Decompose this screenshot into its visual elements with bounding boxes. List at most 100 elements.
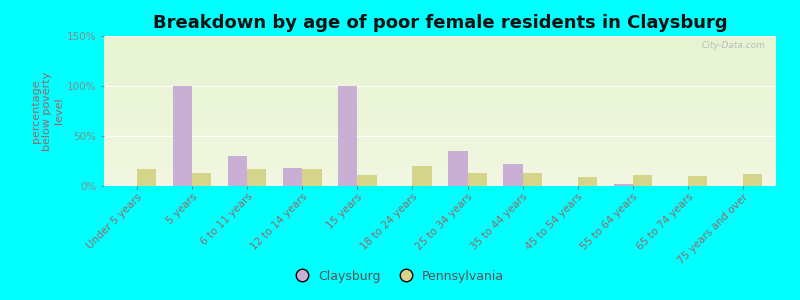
Bar [104,69,776,70]
Bar [302,169,322,186]
Bar [522,173,542,186]
Bar [633,175,652,186]
Bar [104,185,776,186]
Bar [104,112,776,113]
Bar [104,106,776,107]
Bar [104,90,776,91]
Bar [104,176,776,177]
Bar [104,172,776,173]
Bar [104,80,776,81]
Bar [104,58,776,59]
Bar [228,156,247,186]
Bar [104,76,776,77]
Bar [104,129,776,130]
Bar [104,168,776,169]
Bar [283,168,302,186]
Bar [104,173,776,174]
Bar [104,120,776,121]
Bar [104,177,776,178]
Bar [104,119,776,120]
Bar [104,101,776,102]
Bar [104,135,776,136]
Bar [104,42,776,43]
Bar [104,95,776,96]
Bar [104,115,776,116]
Bar [104,146,776,147]
Bar [104,147,776,148]
Bar [104,126,776,127]
Bar [104,107,776,108]
Bar [104,182,776,183]
Bar [104,43,776,44]
Bar [104,70,776,71]
Bar [104,102,776,103]
Bar [104,181,776,182]
Bar [104,56,776,57]
Bar [104,153,776,154]
Bar [104,97,776,98]
Bar [448,151,467,186]
Bar [104,175,776,176]
Bar [104,131,776,132]
Bar [104,162,776,163]
Bar [104,140,776,141]
Bar [104,155,776,156]
Bar [688,176,707,186]
Bar [104,68,776,69]
Bar [104,57,776,58]
Bar [104,41,776,42]
Bar [104,111,776,112]
Bar [104,94,776,95]
Bar [104,124,776,125]
Bar [104,152,776,153]
Bar [104,178,776,179]
Bar [104,89,776,90]
Bar [104,77,776,78]
Bar [104,63,776,64]
Bar [104,55,776,56]
Bar [104,149,776,150]
Bar [104,157,776,158]
Text: City-Data.com: City-Data.com [702,40,766,50]
Bar [104,163,776,164]
Bar [104,103,776,104]
Bar [104,136,776,137]
Bar [104,108,776,109]
Bar [104,92,776,93]
Bar [104,54,776,55]
Bar [104,148,776,149]
Bar [104,44,776,45]
Bar [467,173,487,186]
Bar [104,121,776,122]
Bar [104,49,776,50]
Bar [104,143,776,144]
Bar [104,88,776,89]
Bar [104,48,776,49]
Bar [503,164,522,186]
Bar [104,87,776,88]
Bar [104,179,776,180]
Bar [104,141,776,142]
Bar [104,171,776,172]
Legend: Claysburg, Pennsylvania: Claysburg, Pennsylvania [291,265,509,288]
Bar [104,74,776,75]
Bar [104,62,776,63]
Bar [104,79,776,80]
Bar [247,169,266,186]
Bar [104,83,776,84]
Bar [104,150,776,151]
Bar [104,169,776,170]
Bar [104,113,776,114]
Bar [104,50,776,51]
Bar [104,158,776,159]
Bar [104,165,776,166]
Bar [104,118,776,119]
Bar [104,184,776,185]
Bar [104,91,776,92]
Bar [104,137,776,138]
Bar [104,127,776,128]
Bar [104,64,776,65]
Bar [104,174,776,175]
Bar [104,39,776,40]
Bar [104,86,776,87]
